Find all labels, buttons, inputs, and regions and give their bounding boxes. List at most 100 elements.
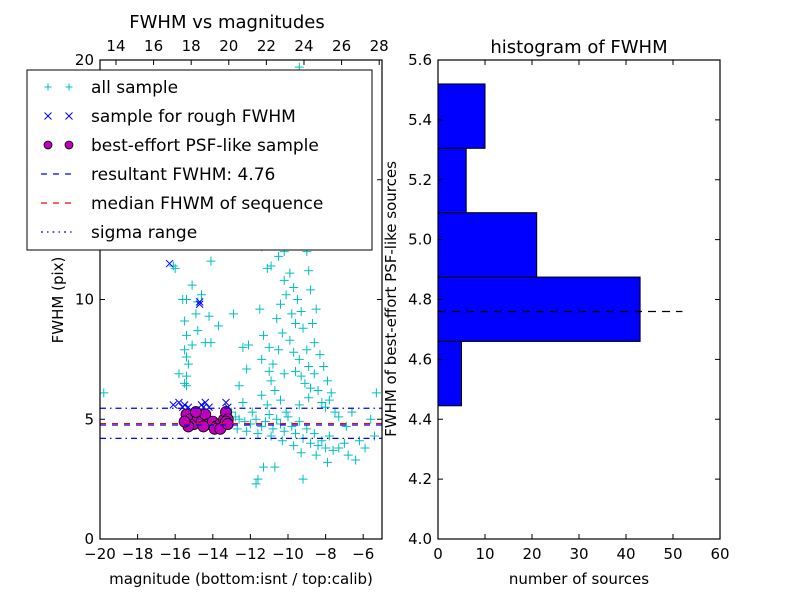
scatter-point-all-sample — [343, 450, 353, 460]
x-tick-label: −6 — [352, 545, 374, 563]
legend-plus-icon — [65, 83, 73, 91]
scatter-point-all-sample — [275, 395, 285, 405]
top-tick-label: 22 — [257, 37, 276, 55]
scatter-data — [100, 62, 381, 489]
legend-label: resultant FWHM: 4.76 — [91, 165, 275, 185]
scatter-point-all-sample — [272, 414, 282, 424]
scatter-point-all-sample — [213, 321, 223, 331]
scatter-point-all-sample — [317, 436, 327, 446]
scatter-point-all-sample — [306, 438, 316, 448]
scatter-point-all-sample — [251, 414, 261, 424]
scatter-point-all-sample — [181, 352, 191, 362]
x-tick-label: 60 — [710, 545, 729, 563]
legend-label: sample for rough FWHM — [91, 107, 296, 127]
scatter-point-all-sample — [259, 330, 269, 340]
scatter-point-rough-sample — [222, 398, 230, 407]
scatter-point-all-sample — [180, 316, 190, 326]
scatter-point-all-sample — [264, 366, 274, 376]
legend-label: best-effort PSF-like sample — [91, 136, 319, 156]
scatter-point-all-sample — [270, 462, 280, 472]
scatter-point-all-sample — [170, 263, 180, 273]
x-tick-label: 40 — [616, 545, 635, 563]
scatter-point-all-sample — [204, 311, 214, 321]
y-tick-label: 0 — [84, 530, 94, 548]
series-best-effort-psf-like-sample — [178, 406, 234, 435]
scatter-point-all-sample — [251, 479, 261, 489]
x-tick-label: −20 — [84, 545, 116, 563]
top-tick-label: 18 — [182, 37, 201, 55]
legend-entry: best-effort PSF-like sample — [43, 136, 319, 156]
y-tick-label: 4.4 — [408, 410, 432, 428]
histogram-x-ticks: 0 10 20 30 40 50 60 — [433, 60, 730, 563]
x-tick-label: 50 — [663, 545, 682, 563]
legend-circle-icon — [64, 140, 74, 150]
scatter-point-all-sample — [232, 424, 242, 434]
scatter-point-all-sample — [289, 441, 299, 451]
x-tick-label: −12 — [235, 545, 267, 563]
y-tick-label: 4.2 — [408, 470, 432, 488]
histogram-y-label: FWHM of best-effort PSF-like sources — [382, 161, 400, 437]
scatter-point-all-sample — [302, 424, 312, 434]
scatter-point-all-sample — [242, 364, 252, 374]
scatter-point-all-sample — [321, 402, 331, 412]
scatter-point-all-sample — [321, 443, 331, 453]
scatter-point-all-sample — [302, 345, 312, 355]
scatter-point-all-sample — [309, 429, 319, 439]
scatter-point-all-sample — [228, 309, 238, 319]
scatter-point-all-sample — [291, 429, 301, 439]
scatter-point-all-sample — [181, 381, 191, 391]
scatter-point-rough-sample — [169, 401, 178, 409]
scatter-point-all-sample — [253, 474, 263, 484]
scatter-point-all-sample — [341, 421, 351, 431]
scatter-point-all-sample — [268, 424, 278, 434]
scatter-point-psf-sample — [189, 406, 202, 418]
scatter-point-all-sample — [242, 426, 252, 436]
scatter-x-label: magnitude (bottom:isnt / top:calib) — [109, 570, 373, 588]
scatter-point-all-sample — [234, 381, 244, 391]
legend-plus-icon — [44, 83, 52, 91]
scatter-point-all-sample — [275, 299, 285, 309]
scatter-point-all-sample — [197, 290, 207, 300]
scatter-point-all-sample — [334, 412, 344, 422]
scatter-point-all-sample — [326, 388, 336, 398]
scatter-point-all-sample — [187, 340, 197, 350]
scatter-point-all-sample — [281, 290, 291, 300]
scatter-point-all-sample — [255, 304, 265, 314]
legend-entry: resultant FWHM: 4.76 — [41, 165, 275, 185]
legend-label: median FHWM of sequence — [91, 194, 323, 214]
scatter-point-all-sample — [244, 340, 254, 350]
scatter-point-rough-sample — [175, 398, 183, 407]
scatter-point-all-sample — [274, 251, 284, 261]
scatter-point-all-sample — [371, 388, 381, 398]
histogram-bar — [437, 340, 462, 407]
scatter-top-ticks: 14 16 18 20 22 24 26 28 — [106, 37, 389, 65]
scatter-point-all-sample — [366, 414, 376, 424]
y-tick-label: 5.6 — [408, 51, 432, 69]
scatter-point-all-sample — [285, 335, 295, 345]
histogram-bar — [437, 212, 538, 278]
scatter-point-all-sample — [324, 395, 334, 405]
scatter-point-all-sample — [351, 455, 361, 465]
x-tick-label: 0 — [433, 545, 443, 563]
x-tick-label: 20 — [522, 545, 541, 563]
scatter-point-all-sample — [274, 345, 284, 355]
scatter-point-all-sample — [262, 263, 272, 273]
scatter-point-all-sample — [181, 330, 191, 340]
histogram-bar — [437, 276, 641, 342]
x-tick-label: 10 — [475, 545, 494, 563]
scatter-point-all-sample — [291, 318, 301, 328]
scatter-point-all-sample — [277, 436, 287, 446]
x-tick-label: −8 — [315, 545, 337, 563]
scatter-point-all-sample — [259, 462, 269, 472]
scatter-point-all-sample — [328, 445, 338, 455]
x-tick-label: −18 — [122, 545, 154, 563]
scatter-point-all-sample — [180, 378, 190, 388]
scatter-point-all-sample — [306, 285, 316, 295]
scatter-point-all-sample — [279, 426, 289, 436]
scatter-point-all-sample — [279, 275, 289, 285]
scatter-point-all-sample — [253, 429, 263, 439]
scatter-point-all-sample — [234, 414, 244, 424]
scatter-point-psf-sample — [178, 415, 191, 428]
scatter-point-all-sample — [306, 383, 316, 393]
x-tick-label: −14 — [197, 545, 229, 563]
